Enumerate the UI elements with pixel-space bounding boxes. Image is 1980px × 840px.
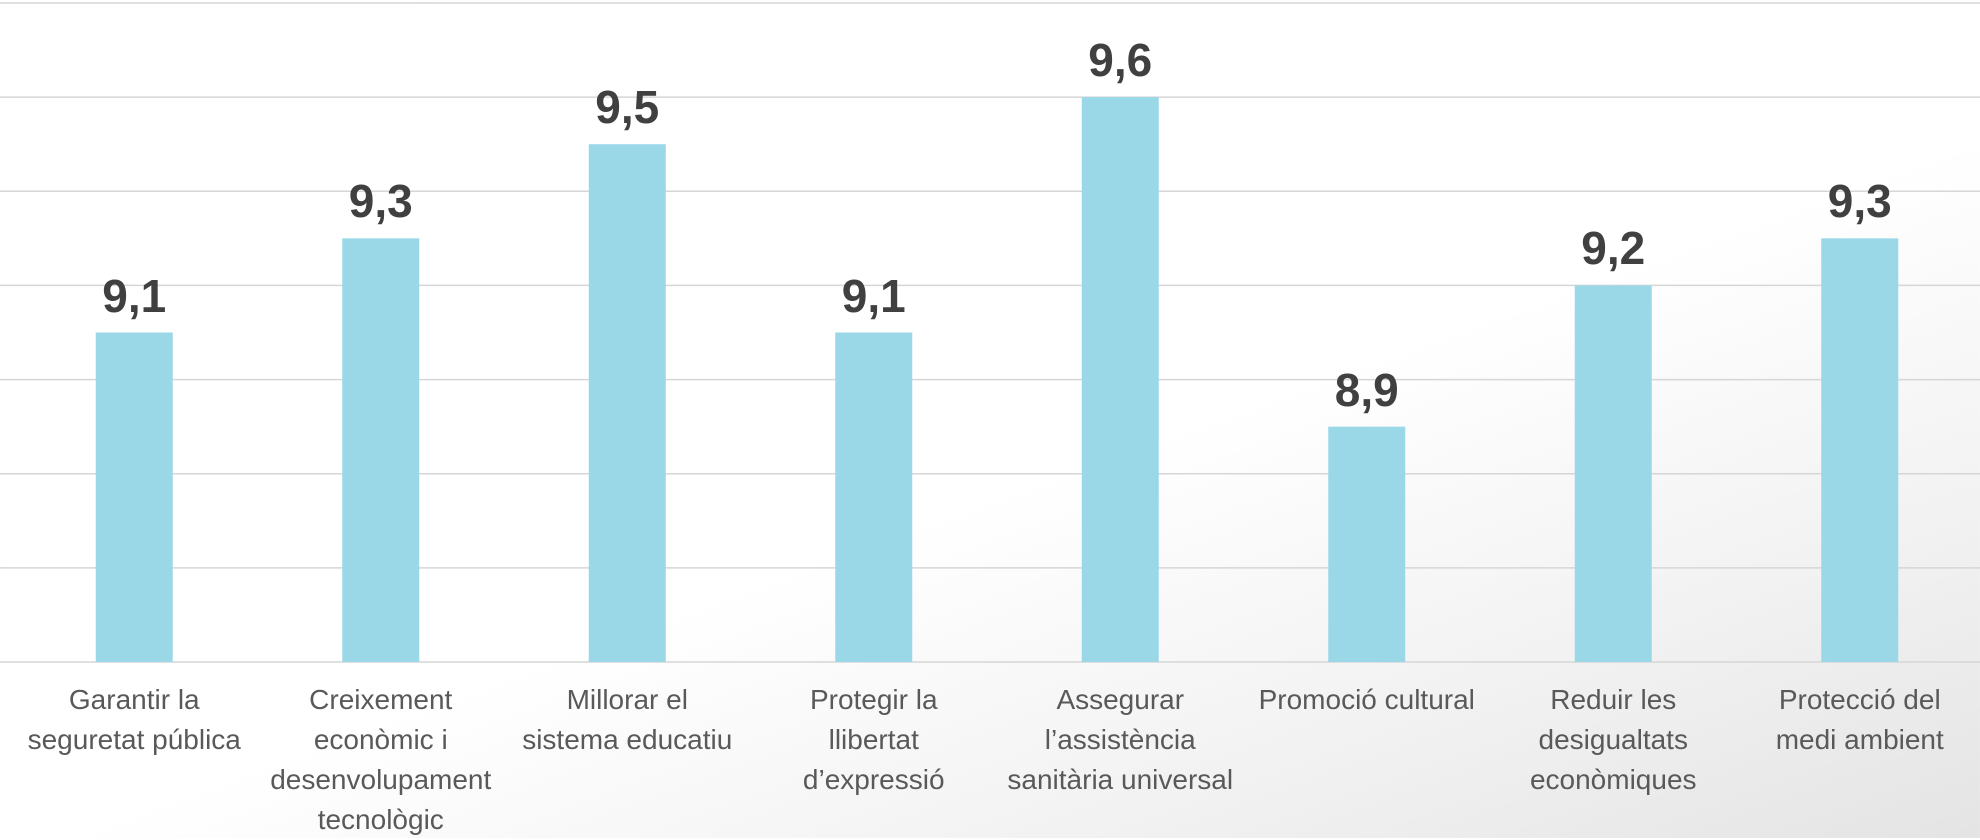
value-label: 9,1 — [841, 269, 906, 322]
value-label: 8,9 — [1334, 363, 1399, 416]
x-tick-label: Assegurar l’assistència sanitària univer… — [1007, 684, 1234, 795]
value-label: 9,2 — [1581, 222, 1646, 275]
x-tick-label: Reduir les desigualtats econòmiques — [1529, 684, 1697, 795]
value-label: 9,3 — [1827, 175, 1892, 228]
x-tick-label: Promoció cultural — [1258, 684, 1475, 715]
value-label: 9,6 — [1088, 34, 1153, 87]
value-label: 9,1 — [102, 269, 167, 322]
bar — [342, 238, 420, 662]
bar — [1328, 426, 1406, 662]
bar — [1574, 285, 1652, 662]
bar — [588, 144, 666, 662]
x-tick-label: Creixement econòmic i desenvolupament te… — [270, 684, 492, 835]
x-tick-label: Protecció del medi ambient — [1775, 684, 1944, 755]
x-tick-label: Protegir la llibertat d’expressió — [802, 684, 945, 795]
bar — [835, 332, 913, 662]
value-label: 9,5 — [595, 81, 660, 134]
value-label: 9,3 — [348, 175, 413, 228]
x-tick-label: Millorar el sistema educatiu — [522, 684, 733, 755]
bar — [1081, 97, 1159, 662]
bar — [1821, 238, 1899, 662]
x-tick-label: Garantir la seguretat pública — [27, 684, 241, 755]
bar — [95, 332, 173, 662]
